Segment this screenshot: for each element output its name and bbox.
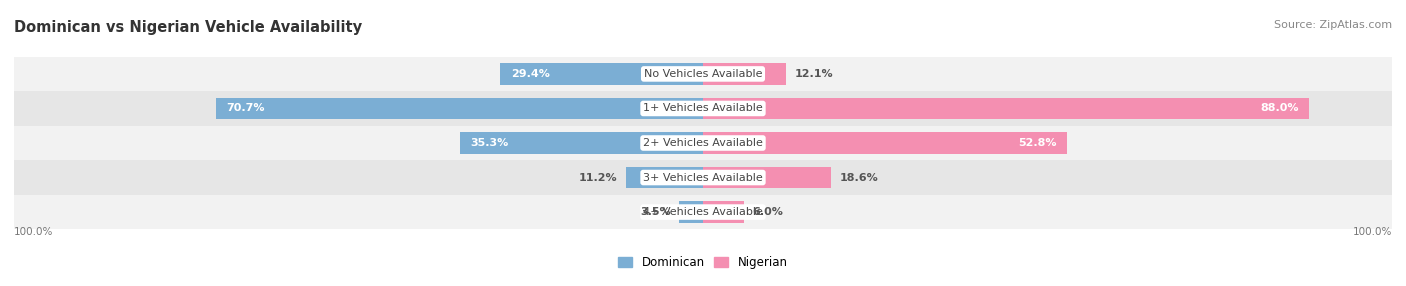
- Bar: [703, 167, 831, 188]
- Text: 29.4%: 29.4%: [510, 69, 550, 79]
- Text: 4+ Vehicles Available: 4+ Vehicles Available: [643, 207, 763, 217]
- Bar: [14, 57, 1392, 91]
- Text: 100.0%: 100.0%: [1353, 227, 1392, 237]
- Text: 2+ Vehicles Available: 2+ Vehicles Available: [643, 138, 763, 148]
- Text: 6.0%: 6.0%: [752, 207, 783, 217]
- Legend: Dominican, Nigerian: Dominican, Nigerian: [619, 256, 787, 269]
- Bar: [703, 98, 1309, 119]
- Bar: [14, 126, 1392, 160]
- Text: 3+ Vehicles Available: 3+ Vehicles Available: [643, 172, 763, 182]
- Text: 18.6%: 18.6%: [839, 172, 879, 182]
- Bar: [703, 201, 744, 223]
- Text: 70.7%: 70.7%: [226, 104, 264, 114]
- Bar: [703, 63, 786, 85]
- Bar: [217, 98, 703, 119]
- Bar: [626, 167, 703, 188]
- Text: 100.0%: 100.0%: [14, 227, 53, 237]
- Bar: [14, 195, 1392, 229]
- Text: 52.8%: 52.8%: [1018, 138, 1056, 148]
- Text: 88.0%: 88.0%: [1260, 104, 1299, 114]
- Bar: [703, 132, 1067, 154]
- Text: 35.3%: 35.3%: [470, 138, 509, 148]
- Bar: [679, 201, 703, 223]
- Bar: [14, 91, 1392, 126]
- Text: Source: ZipAtlas.com: Source: ZipAtlas.com: [1274, 20, 1392, 30]
- Bar: [460, 132, 703, 154]
- Bar: [501, 63, 703, 85]
- Text: 11.2%: 11.2%: [579, 172, 617, 182]
- Text: Dominican vs Nigerian Vehicle Availability: Dominican vs Nigerian Vehicle Availabili…: [14, 20, 363, 35]
- Text: No Vehicles Available: No Vehicles Available: [644, 69, 762, 79]
- Text: 1+ Vehicles Available: 1+ Vehicles Available: [643, 104, 763, 114]
- Text: 12.1%: 12.1%: [794, 69, 834, 79]
- Text: 3.5%: 3.5%: [640, 207, 671, 217]
- Bar: [14, 160, 1392, 195]
